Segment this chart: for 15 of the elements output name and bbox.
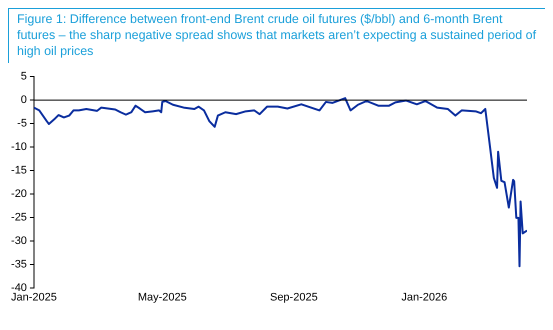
y-tick-label: -35: [11, 258, 27, 270]
y-tick-label: -40: [11, 282, 27, 294]
x-tick-label: May-2025: [138, 291, 187, 304]
x-tick-label: Sep-2025: [270, 291, 318, 304]
y-tick-label: -25: [11, 211, 27, 224]
x-tick-label: Jan-2025: [10, 291, 57, 304]
x-tick-label: Jan-2026: [401, 291, 448, 304]
y-tick-label: -30: [11, 234, 27, 247]
y-tick-label: 5: [20, 70, 27, 83]
y-tick-label: -5: [17, 118, 27, 130]
y-tick-label: -15: [11, 164, 27, 176]
chart-title: Figure 1: Difference between front-end Brent crude oil futures ($/bbl) and 6-month Brent futures – the sharp negative spread shows that markets aren’t expecting a sustained period of high oil prices: [8, 8, 545, 63]
y-tick-label: -20: [11, 188, 27, 200]
y-tick-label: -10: [11, 141, 27, 154]
y-tick-label: 0: [20, 94, 27, 106]
